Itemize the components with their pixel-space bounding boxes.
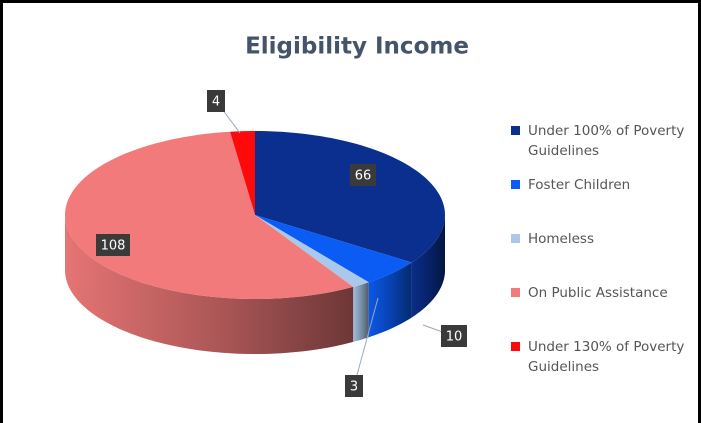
- legend-label: On Public Assistance: [528, 285, 668, 301]
- legend-label: Under 130% of Poverty Guidelines: [528, 339, 685, 375]
- chart-title: Eligibility Income: [245, 34, 469, 60]
- data-label: 66: [355, 169, 372, 184]
- slice-top: [255, 215, 412, 283]
- legend-item: On Public Assistance: [511, 283, 696, 337]
- data-label-box: [345, 375, 363, 397]
- slice: [255, 131, 445, 318]
- legend-swatch: [511, 180, 520, 189]
- leader-line: [353, 297, 379, 387]
- data-label-box: [441, 325, 467, 347]
- chart: Eligibility Income 66 10 3 108 4: [65, 34, 469, 397]
- data-label-box: [207, 90, 225, 112]
- data-label: 3: [350, 380, 358, 395]
- legend-item: Homeless: [511, 229, 696, 283]
- legend-label: Under 100% of Poverty Guidelines: [528, 123, 685, 159]
- chart-area: Eligibility Income 66 10 3 108 4 Under 100% …: [3, 3, 698, 423]
- slice: [65, 131, 354, 354]
- legend-label: Homeless: [528, 231, 594, 247]
- legend-label: Foster Children: [528, 177, 631, 193]
- slice: [255, 215, 369, 342]
- data-label-box: [350, 164, 376, 186]
- slice-shade: [368, 262, 412, 338]
- slice: [255, 215, 412, 338]
- data-label: 108: [101, 239, 126, 254]
- slice-shade: [353, 282, 369, 342]
- slice: [230, 131, 255, 215]
- data-label: 4: [212, 95, 220, 110]
- legend-swatch: [511, 288, 520, 297]
- legend-item: Under 130% of Poverty Guidelines: [511, 337, 696, 391]
- slice-top: [255, 131, 445, 263]
- legend-swatch: [511, 126, 520, 135]
- slice-top: [65, 131, 354, 299]
- slice-top: [230, 131, 255, 215]
- legend-swatch: [511, 342, 520, 351]
- legend-swatch: [511, 234, 520, 243]
- slice-shade: [411, 215, 445, 318]
- slice-top: [255, 215, 369, 287]
- data-label: 10: [446, 330, 463, 345]
- data-label-box: [96, 234, 130, 256]
- legend: Under 100% of Poverty Guidelines Foster C…: [511, 121, 696, 391]
- slice-shade: [65, 215, 354, 354]
- legend-item: Foster Children: [511, 175, 696, 229]
- legend-item: Under 100% of Poverty Guidelines: [511, 121, 696, 175]
